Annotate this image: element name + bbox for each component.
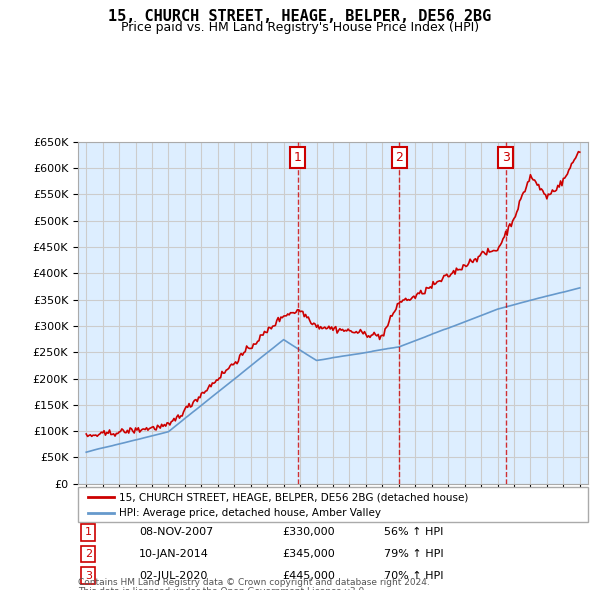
Text: 1: 1: [85, 527, 92, 537]
Text: 3: 3: [85, 571, 92, 581]
Text: £330,000: £330,000: [282, 527, 335, 537]
Text: 56% ↑ HPI: 56% ↑ HPI: [384, 527, 443, 537]
Text: 10-JAN-2014: 10-JAN-2014: [139, 549, 209, 559]
Text: 1: 1: [294, 151, 302, 164]
Text: 2: 2: [395, 151, 403, 164]
Text: This data is licensed under the Open Government Licence v3.0.: This data is licensed under the Open Gov…: [78, 587, 367, 590]
Text: 08-NOV-2007: 08-NOV-2007: [139, 527, 214, 537]
Text: 79% ↑ HPI: 79% ↑ HPI: [384, 549, 443, 559]
FancyBboxPatch shape: [78, 487, 588, 522]
Text: 15, CHURCH STREET, HEAGE, BELPER, DE56 2BG (detached house): 15, CHURCH STREET, HEAGE, BELPER, DE56 2…: [119, 493, 468, 502]
Text: 70% ↑ HPI: 70% ↑ HPI: [384, 571, 443, 581]
Text: £445,000: £445,000: [282, 571, 335, 581]
Text: Price paid vs. HM Land Registry's House Price Index (HPI): Price paid vs. HM Land Registry's House …: [121, 21, 479, 34]
Text: £345,000: £345,000: [282, 549, 335, 559]
Text: HPI: Average price, detached house, Amber Valley: HPI: Average price, detached house, Ambe…: [119, 509, 381, 518]
Text: 15, CHURCH STREET, HEAGE, BELPER, DE56 2BG: 15, CHURCH STREET, HEAGE, BELPER, DE56 2…: [109, 9, 491, 24]
Text: 02-JUL-2020: 02-JUL-2020: [139, 571, 208, 581]
Text: Contains HM Land Registry data © Crown copyright and database right 2024.: Contains HM Land Registry data © Crown c…: [78, 578, 430, 587]
Text: 3: 3: [502, 151, 509, 164]
Text: 2: 2: [85, 549, 92, 559]
